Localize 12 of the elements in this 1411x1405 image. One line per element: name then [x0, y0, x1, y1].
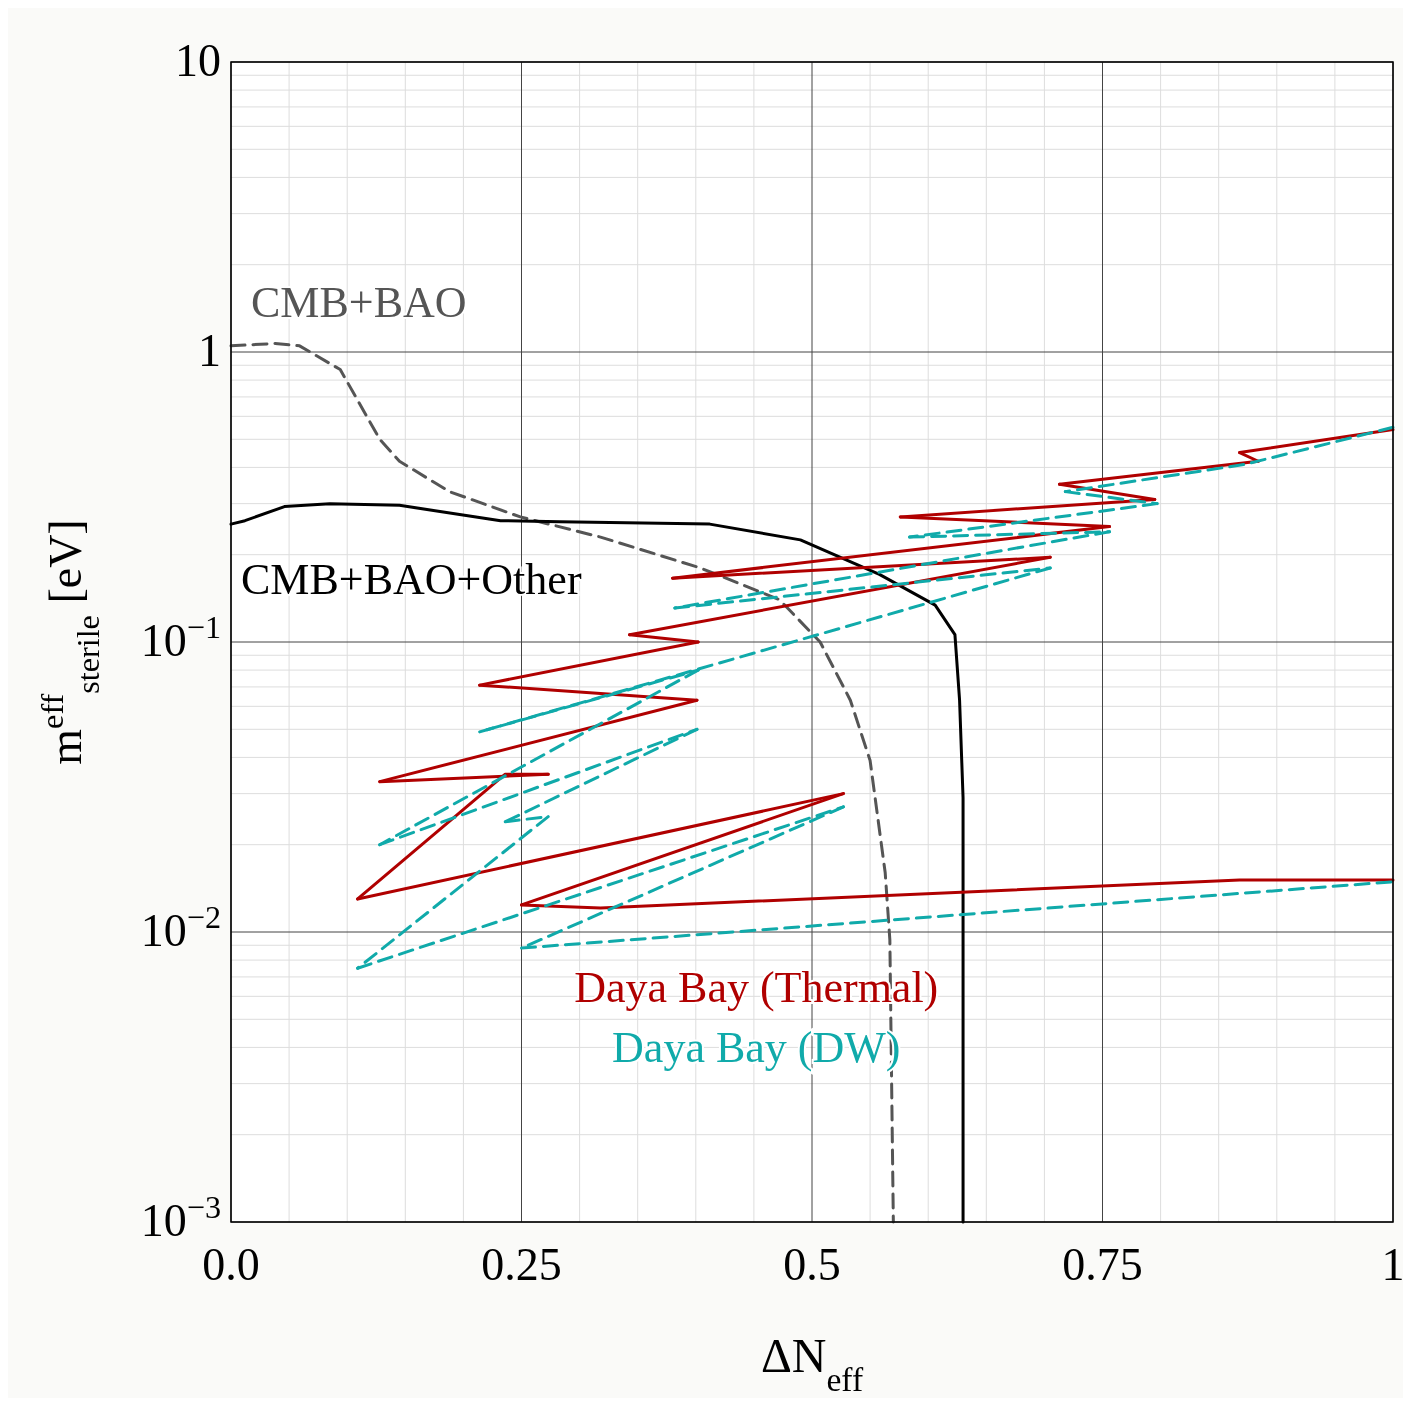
y-tick-label: 10$^{−2}$	[140, 899, 221, 956]
x-tick-label: 0.75	[1062, 1239, 1143, 1290]
x-tick-label: 0.25	[481, 1239, 562, 1290]
series-label: CMB+BAO	[251, 278, 467, 327]
y-tick-label: 10$^{−1}$	[140, 609, 221, 666]
x-axis-title: ΔN$_{eff}$	[760, 1329, 864, 1398]
x-tick-label: 1	[1381, 1239, 1405, 1290]
y-tick-label: 1	[198, 325, 221, 376]
text: Daya Bay (DW)	[612, 1023, 901, 1072]
y-tick-label: 10	[175, 35, 221, 86]
x-tick-label: 0.5	[783, 1239, 841, 1290]
text: Daya Bay (Thermal)	[574, 963, 939, 1012]
